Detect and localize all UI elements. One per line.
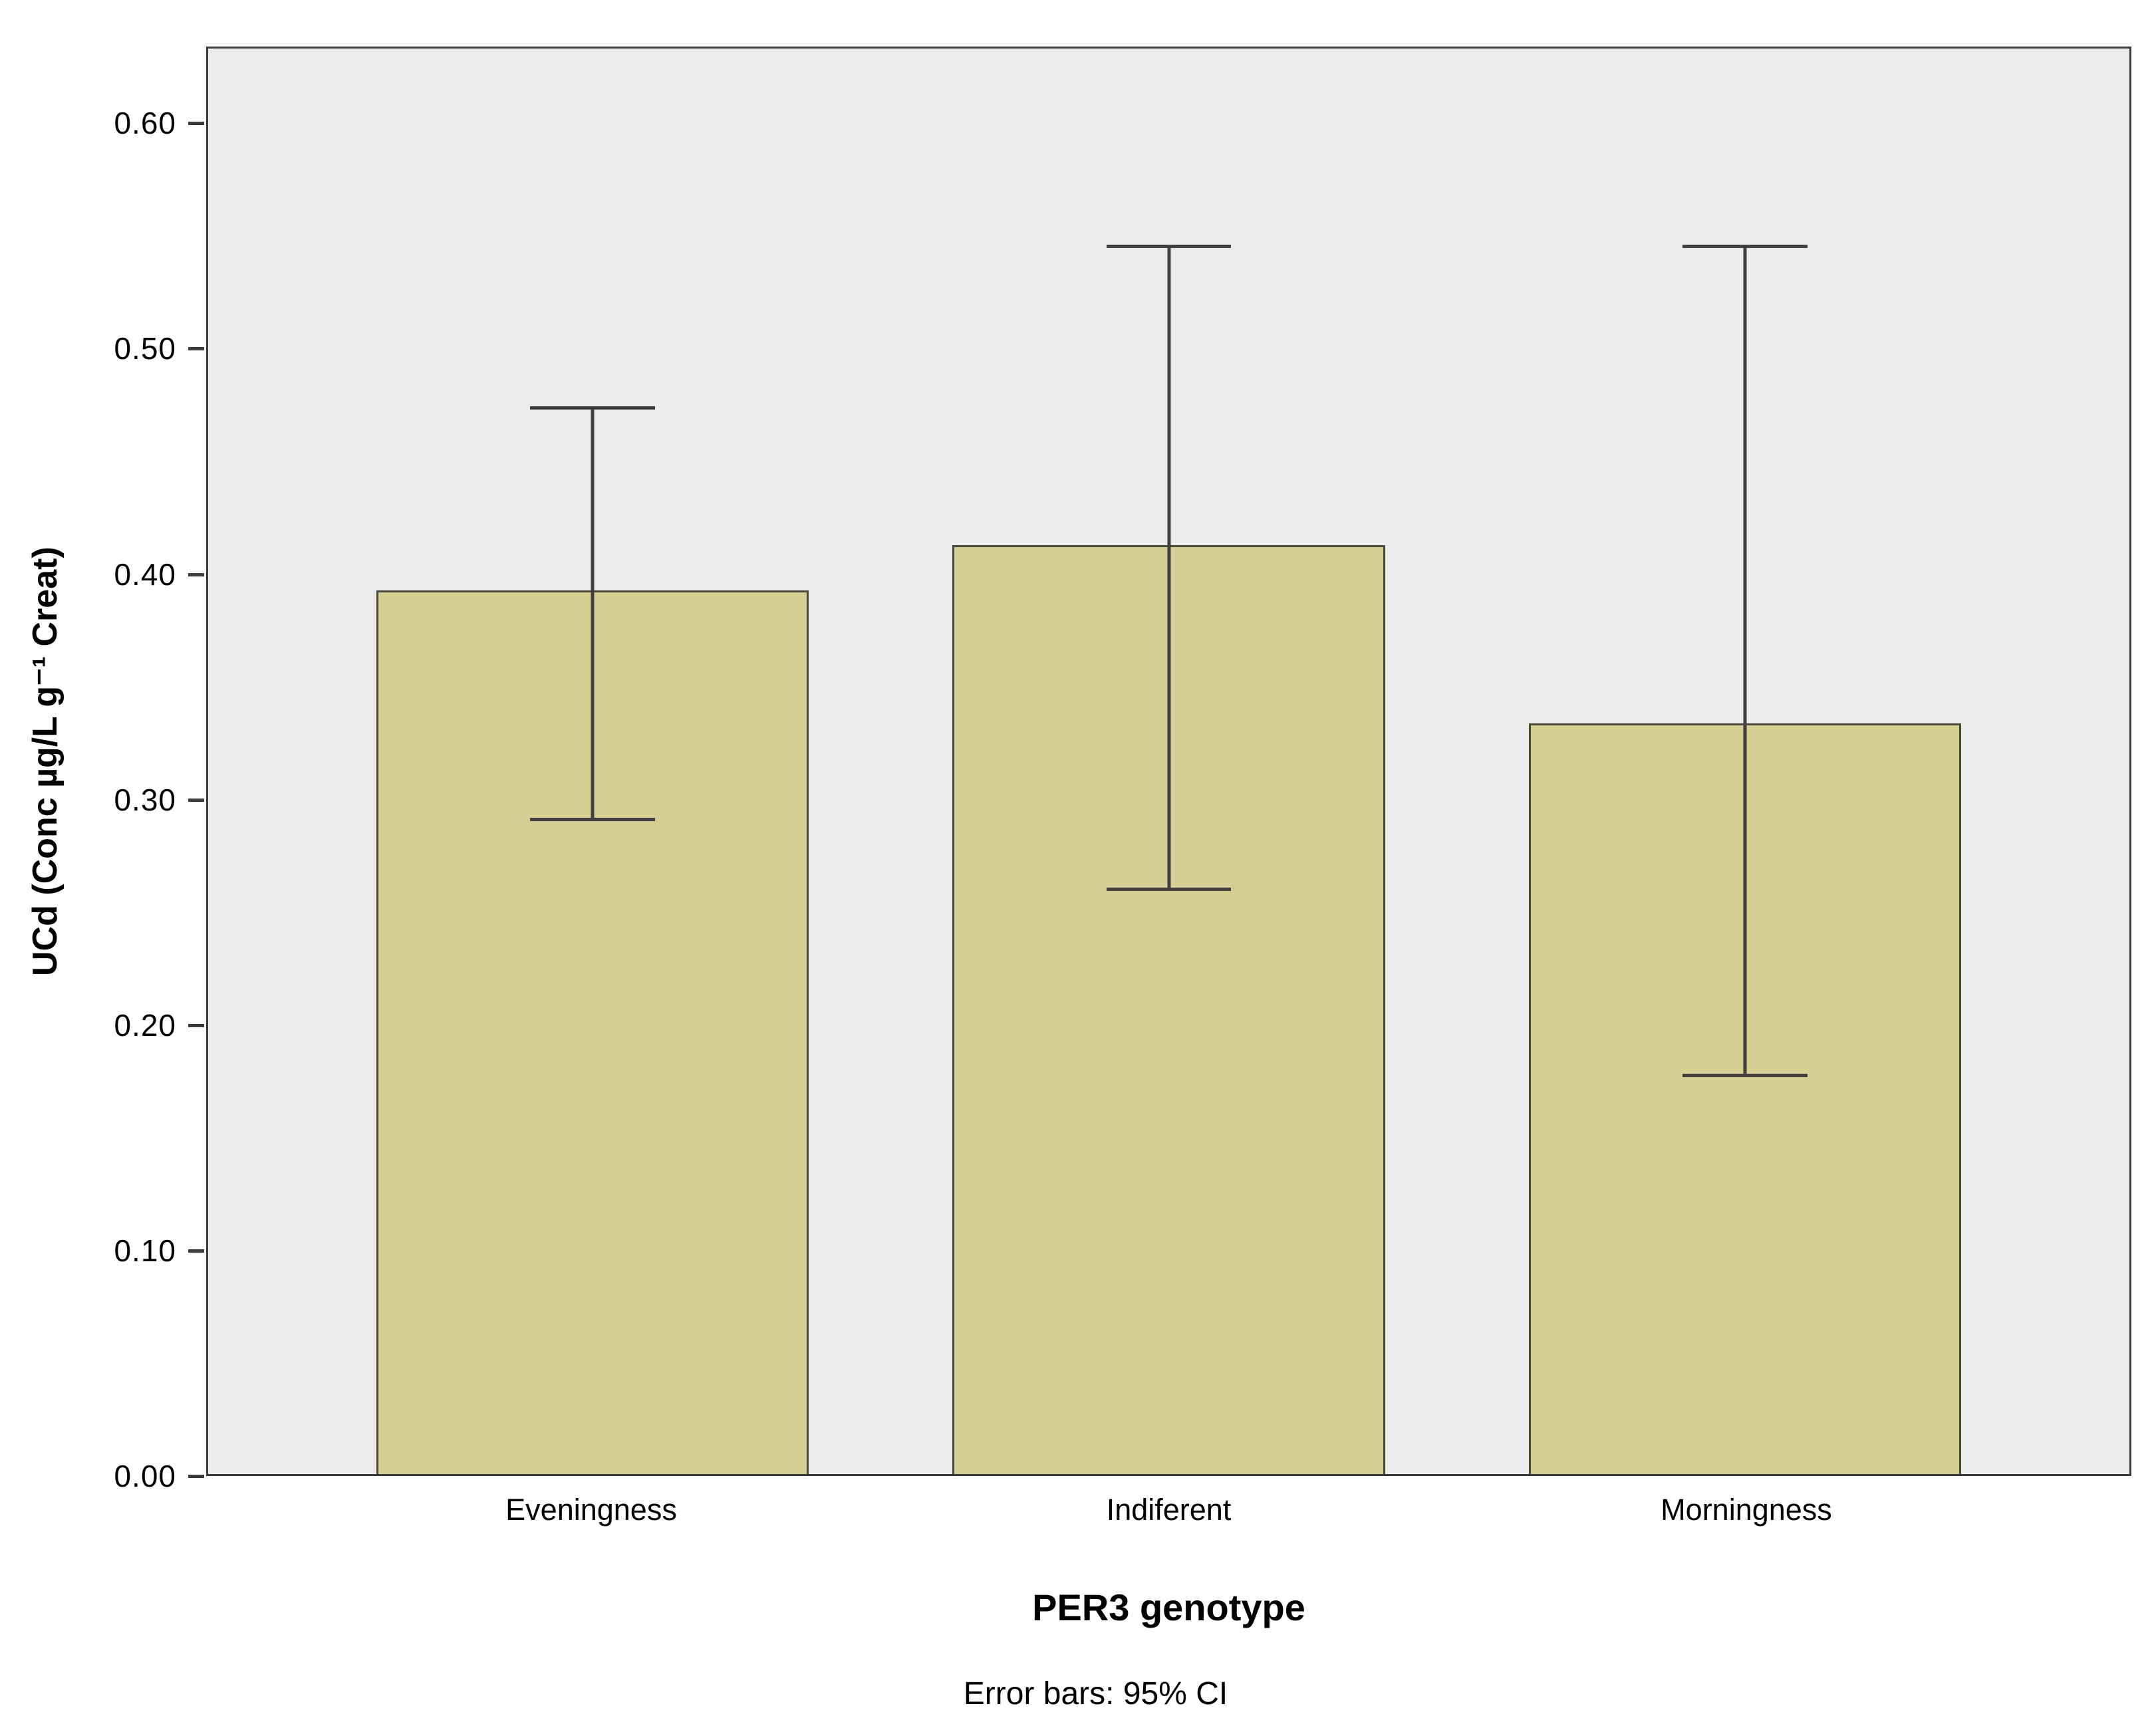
y-axis: 0.00 0.10 0.20 0.30 0.40 0.50 0.60 — [0, 47, 204, 1493]
error-bar-cap — [1682, 1074, 1808, 1078]
y-tick-label: 0.40 — [114, 557, 176, 592]
error-bar — [1167, 246, 1170, 890]
y-tick-label: 0.60 — [114, 106, 176, 141]
y-tick-mark — [188, 1023, 204, 1027]
y-tick-mark — [188, 798, 204, 802]
y-tick-label: 0.00 — [114, 1459, 176, 1493]
error-bar-caption: Error bars: 95% CI — [963, 1676, 1228, 1711]
error-bar-cap — [529, 817, 655, 821]
y-tick-mark — [188, 1249, 204, 1253]
error-bar — [1743, 246, 1747, 1076]
y-tick-mark — [188, 347, 204, 351]
error-bar-cap — [1106, 887, 1232, 891]
y-tick-label: 0.50 — [114, 331, 176, 366]
error-bar-cap — [529, 406, 655, 410]
x-tick-label: Morningness — [1661, 1493, 1832, 1527]
y-tick-label: 0.10 — [114, 1233, 176, 1268]
error-bar-cap — [1682, 244, 1808, 248]
error-bar-cap — [1106, 244, 1232, 248]
x-tick-label: Indiferent — [1106, 1493, 1232, 1527]
error-bar — [591, 408, 595, 820]
y-tick-mark — [188, 122, 204, 126]
y-tick-label: 0.20 — [114, 1007, 176, 1043]
y-tick-label: 0.30 — [114, 782, 176, 817]
y-tick-mark — [188, 1475, 204, 1478]
x-axis: Eveningness Indiferent Morningness — [206, 1493, 2131, 1539]
x-axis-title: PER3 genotype — [1032, 1586, 1305, 1628]
y-tick-mark — [188, 572, 204, 576]
x-tick-label: Eveningness — [505, 1493, 677, 1527]
plot-area — [206, 47, 2131, 1476]
